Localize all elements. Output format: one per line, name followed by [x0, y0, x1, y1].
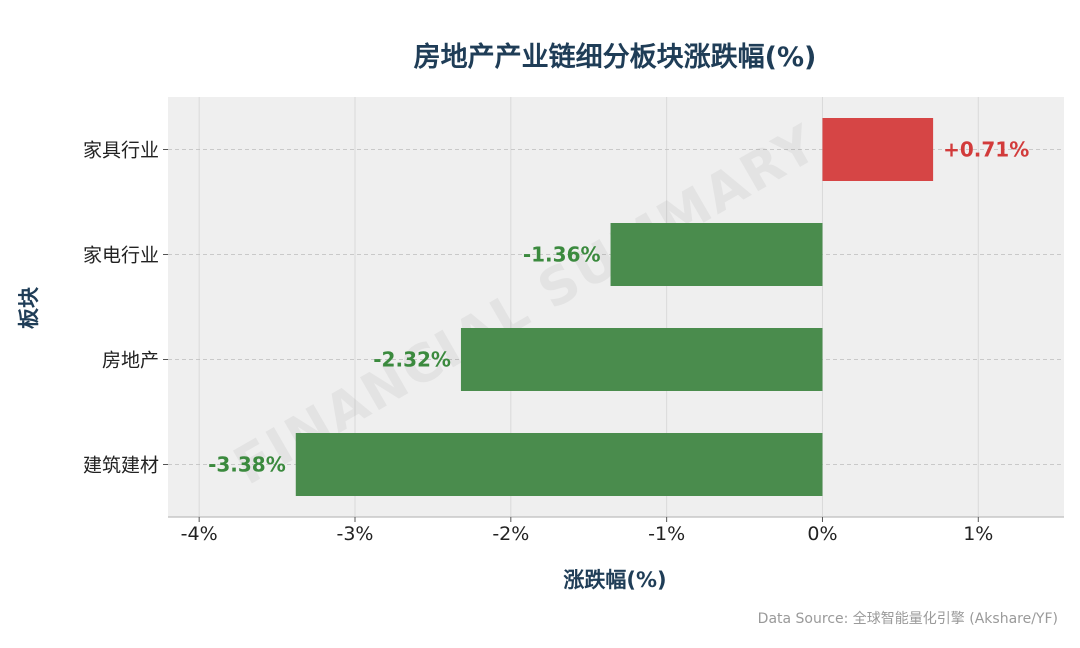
- x-tick-label: -3%: [336, 523, 373, 545]
- bar-value-label: -3.38%: [208, 453, 286, 477]
- bar-1[interactable]: [822, 118, 934, 181]
- y-axis-label: 板块: [17, 286, 41, 329]
- x-tick-label: 1%: [963, 523, 993, 545]
- x-tick-label: -1%: [648, 523, 685, 545]
- bar-value-label: -1.36%: [523, 243, 601, 267]
- y-tick-label: 建筑建材: [83, 455, 159, 477]
- y-tick-label: 房地产: [102, 350, 159, 372]
- bar-4[interactable]: [295, 433, 823, 496]
- x-tick-label: -4%: [181, 523, 218, 545]
- x-tick-label: 0%: [807, 523, 837, 545]
- bar-value-label: -2.32%: [373, 348, 451, 372]
- bar-3[interactable]: [460, 328, 823, 391]
- y-tick-label: 家电行业: [83, 245, 159, 267]
- bar-2[interactable]: [610, 223, 823, 286]
- chart-title: 房地产产业链细分板块涨跌幅(%): [414, 41, 817, 73]
- x-axis-label: 涨跌幅(%): [563, 568, 666, 592]
- bar-value-label: +0.71%: [943, 138, 1029, 162]
- data-source-note: Data Source: 全球智能量化引擎 (Akshare/YF): [758, 610, 1058, 627]
- x-tick-label: -2%: [492, 523, 529, 545]
- y-tick-label: 家具行业: [83, 140, 159, 162]
